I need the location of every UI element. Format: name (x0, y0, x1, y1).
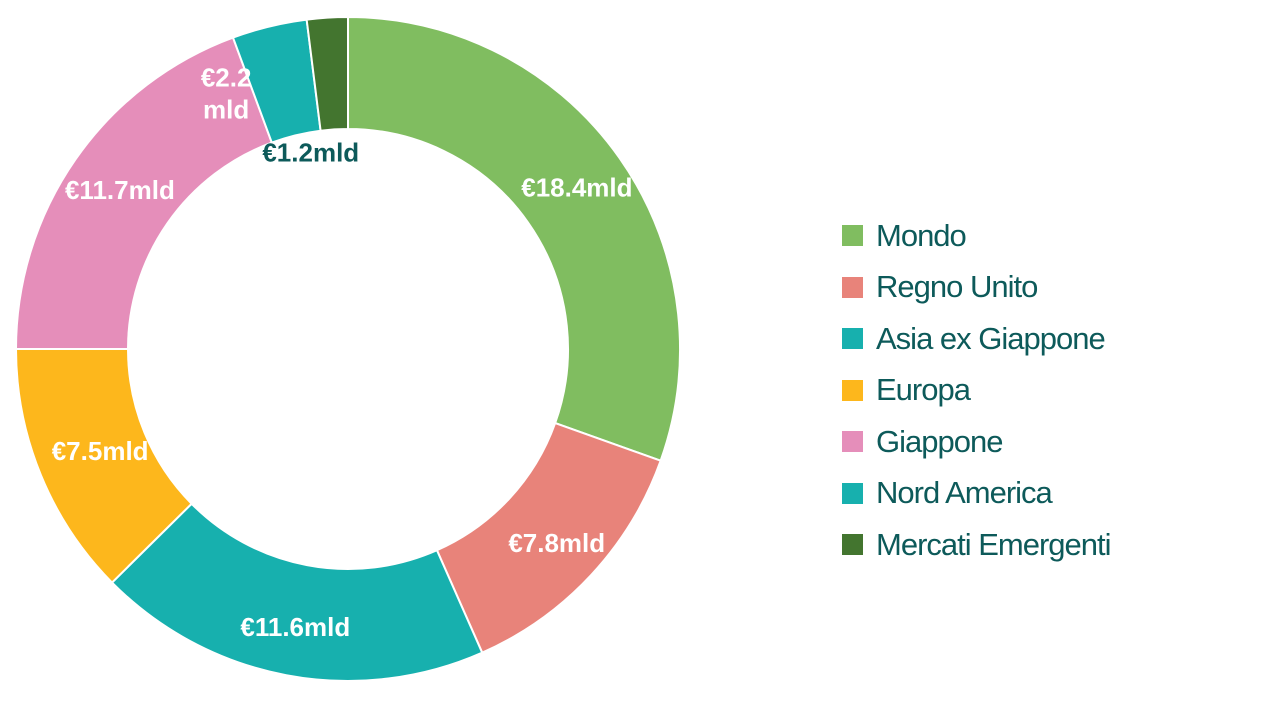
slice-giappone (14, 36, 274, 350)
slice-asia-ex-giappone (110, 502, 484, 682)
legend-item-giappone: Giappone (842, 416, 1111, 468)
legend-item-regno-unito: Regno Unito (842, 262, 1111, 314)
slice-mercati-emergenti (305, 15, 349, 132)
legend-label: Nord America (876, 475, 1053, 511)
legend-label: Europa (876, 372, 971, 408)
legend-swatch (842, 225, 863, 247)
slice-label-mondo: €18.4mld (521, 173, 632, 203)
legend-label: Mondo (876, 217, 967, 253)
slice-label-regno-unito: €7.8mld (508, 528, 605, 558)
slice-label-europa: €7.5mld (52, 436, 149, 466)
slice-label-nord-america: €2.2 mld (201, 63, 252, 125)
legend-swatch (842, 534, 863, 556)
legend-swatch (842, 431, 863, 453)
legend-label: Regno Unito (876, 269, 1038, 305)
slice-labels: €18.4mld €7.8mld €11.6mld €7.5mld €11.7mld €2… (52, 63, 633, 642)
donut-slices (14, 15, 681, 682)
legend-label: Mercati Emergenti (876, 526, 1112, 562)
donut-chart: €18.4mld €7.8mld €11.6mld €7.5mld €11.7mld €2… (14, 15, 681, 682)
legend-item-mercati-emergenti: Mercati Emergenti (842, 519, 1112, 571)
slice-label-mercati-emergenti: €1.2mld (262, 137, 359, 167)
legend-swatch (842, 482, 863, 504)
legend-label: Asia ex Giappone (876, 320, 1106, 356)
legend-item-mondo: Mondo (842, 210, 1111, 262)
legend-item-asia-ex-giappone: Asia ex Giappone (842, 313, 1111, 365)
legend-item-europa: Europa (842, 365, 1111, 417)
slice-mondo (347, 15, 681, 463)
legend-swatch (842, 276, 863, 298)
legend-swatch (842, 328, 863, 350)
slice-label-asia-ex-giappone: €11.6mld (240, 612, 350, 642)
legend-swatch (842, 379, 863, 401)
legend: Mondo Regno Unito Asia ex Giappone Europa Gi… (842, 210, 1112, 571)
legend-label: Giappone (876, 423, 1003, 459)
slice-label-giappone: €11.7mld (65, 175, 175, 205)
legend-item-nord-america: Nord America (842, 468, 1111, 520)
